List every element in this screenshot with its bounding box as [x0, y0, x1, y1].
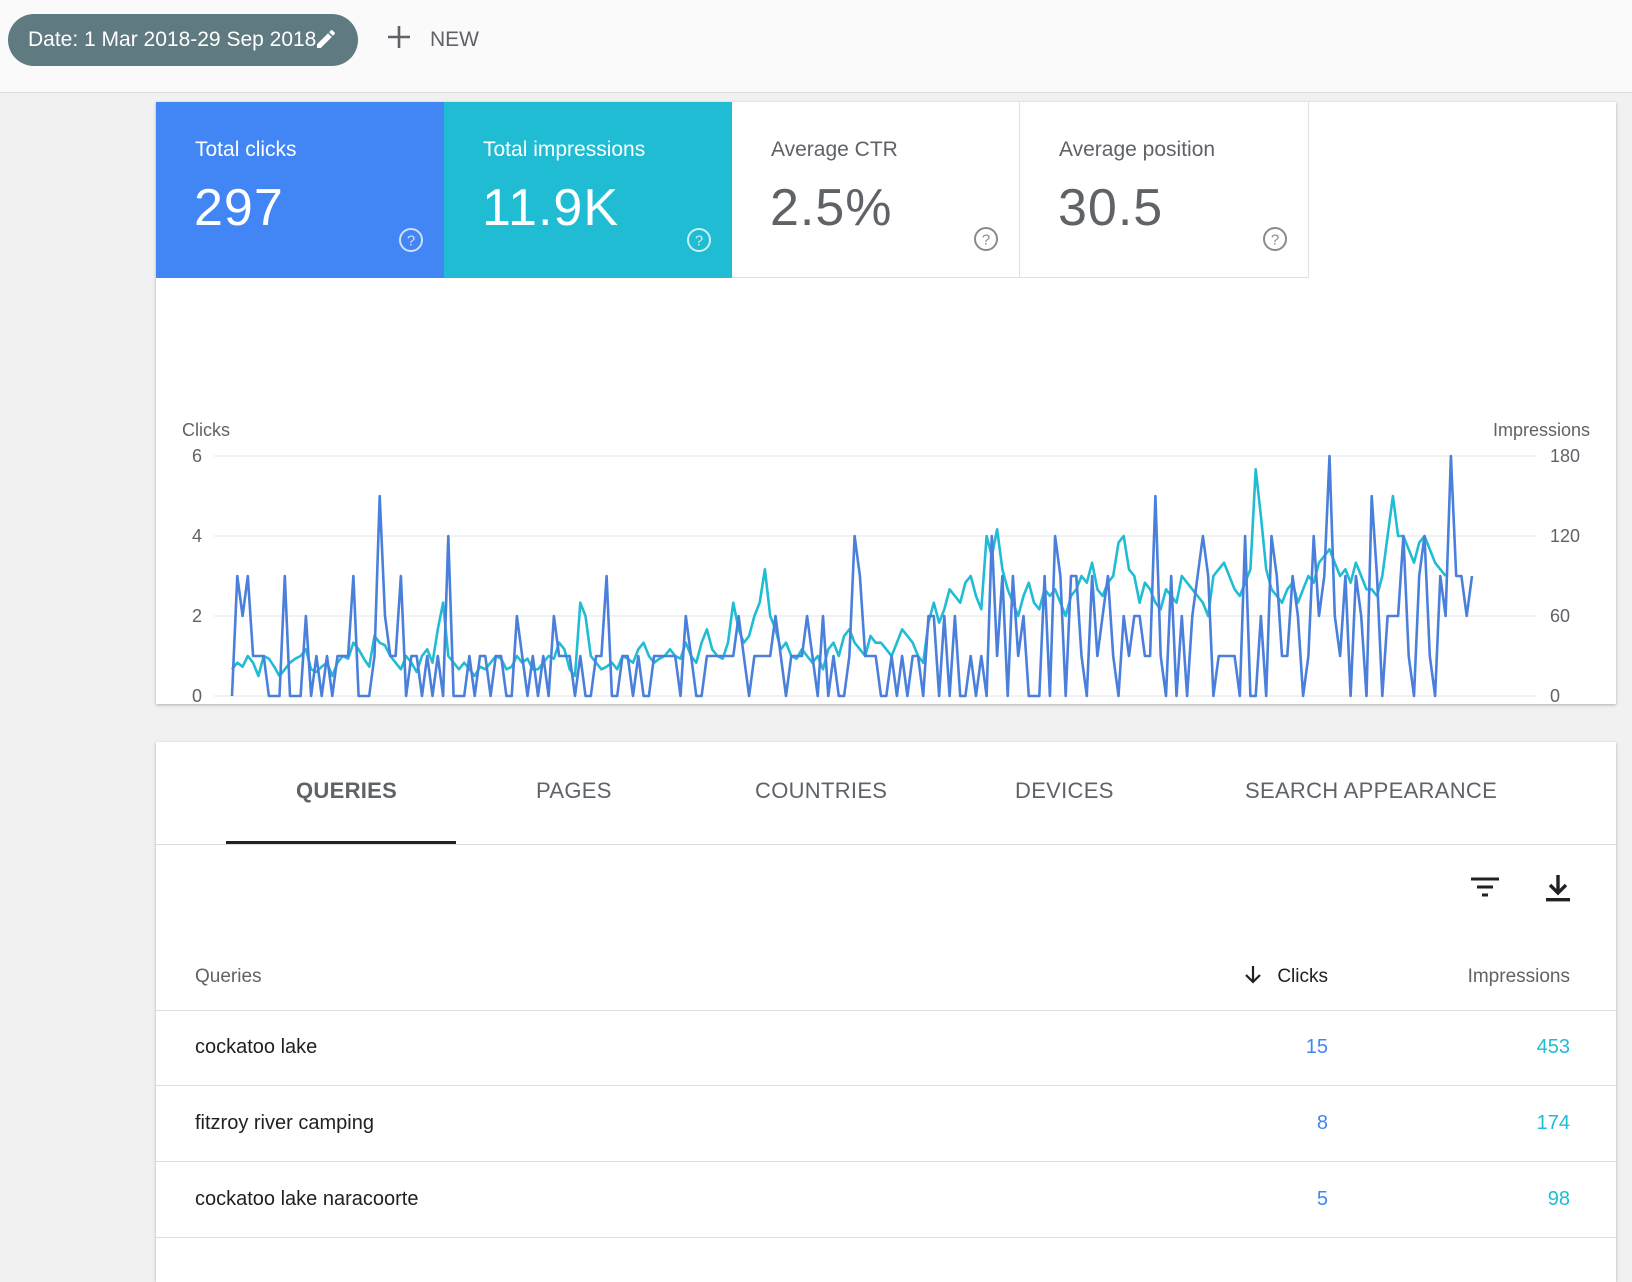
query-cell: fitzroy river camping	[195, 1112, 374, 1134]
dimension-tabs: QUERIES PAGES COUNTRIES DEVICES SEARCH A…	[156, 742, 1616, 845]
active-tab-indicator	[226, 841, 456, 844]
metric-card-average-position[interactable]: Average position 30.5 ?	[1020, 102, 1309, 278]
table-row[interactable]: cockatoo lake naracoorte 5 98	[156, 1162, 1616, 1238]
query-cell: cockatoo lake naracoorte	[195, 1188, 419, 1210]
metric-label: Average CTR	[771, 138, 898, 161]
new-filter-button[interactable]: NEW	[386, 20, 479, 60]
y-right-tick-label: 60	[1550, 606, 1570, 626]
metric-card-total-impressions[interactable]: Total impressions 11.9K ?	[444, 102, 732, 278]
tab-pages[interactable]: PAGES	[536, 778, 612, 803]
query-cell: cockatoo lake	[195, 1036, 318, 1058]
metric-value: 30.5	[1058, 179, 1164, 237]
series-line-clicks	[230, 454, 1474, 698]
clicks-cell: 8	[1316, 1112, 1328, 1134]
clicks-cell: 15	[1305, 1036, 1328, 1058]
help-icon[interactable]: ?	[686, 227, 712, 258]
metric-label: Total impressions	[483, 138, 646, 161]
y-left-tick-label: 4	[192, 526, 202, 546]
tab-search-appearance[interactable]: SEARCH APPEARANCE	[1245, 778, 1498, 803]
impressions-cell: 453	[1536, 1036, 1570, 1058]
chart-svg: Clicks Impressions 002604120618001/03/20…	[182, 420, 1590, 766]
y-axis-left-label: Clicks	[182, 420, 230, 440]
download-icon[interactable]	[1542, 872, 1574, 911]
y-axis-right-label: Impressions	[1493, 420, 1590, 440]
edit-icon[interactable]	[314, 27, 338, 57]
plus-icon	[386, 24, 412, 56]
table-row[interactable]: fitzroy river camping 8 174	[156, 1086, 1616, 1162]
date-filter-chip[interactable]: Date: 1 Mar 2018-29 Sep 2018	[8, 14, 358, 66]
filter-bar: Date: 1 Mar 2018-29 Sep 2018 NEW	[0, 0, 1632, 93]
svg-text:?: ?	[695, 233, 703, 250]
impressions-cell: 174	[1536, 1112, 1570, 1134]
metric-value: 11.9K	[482, 179, 620, 237]
svg-text:?: ?	[1271, 232, 1279, 249]
y-left-tick-label: 2	[192, 606, 202, 626]
sort-arrow-down-icon[interactable]	[1242, 964, 1264, 991]
y-left-tick-label: 6	[192, 446, 202, 466]
tab-devices[interactable]: DEVICES	[1015, 778, 1114, 803]
column-header-queries[interactable]: Queries	[195, 966, 262, 987]
table-header: Queries Clicks Impressions	[156, 932, 1616, 1011]
tab-queries[interactable]: QUERIES	[296, 778, 398, 803]
svg-text:?: ?	[982, 232, 990, 249]
date-filter-label: Date: 1 Mar 2018-29 Sep 2018	[28, 28, 317, 51]
y-right-tick-label: 120	[1550, 526, 1580, 546]
performance-chart[interactable]: Clicks Impressions 002604120618001/03/20…	[156, 278, 1616, 766]
report-table-panel: QUERIES PAGES COUNTRIES DEVICES SEARCH A…	[156, 742, 1616, 1282]
impressions-cell: 98	[1547, 1188, 1570, 1210]
column-header-clicks[interactable]: Clicks	[1277, 966, 1328, 987]
y-left-tick-label: 0	[192, 686, 202, 704]
metric-label: Average position	[1059, 138, 1216, 161]
metric-value: 2.5%	[770, 179, 893, 237]
column-header-impressions[interactable]: Impressions	[1467, 966, 1570, 987]
metric-value: 297	[194, 179, 284, 237]
filter-icon[interactable]	[1468, 872, 1502, 907]
performance-panel: Total clicks 297 ? Total impressions 11.…	[156, 102, 1616, 766]
metric-card-total-clicks[interactable]: Total clicks 297 ?	[156, 102, 444, 278]
svg-text:?: ?	[407, 233, 415, 250]
metric-label: Total clicks	[195, 138, 297, 161]
metric-card-average-ctr[interactable]: Average CTR 2.5% ?	[732, 102, 1020, 278]
help-icon[interactable]: ?	[1262, 226, 1288, 257]
new-filter-label: NEW	[430, 28, 479, 51]
help-icon[interactable]: ?	[398, 227, 424, 258]
tab-countries[interactable]: COUNTRIES	[755, 778, 888, 803]
y-right-tick-label: 180	[1550, 446, 1580, 466]
y-right-tick-label: 0	[1550, 686, 1560, 704]
clicks-cell: 5	[1316, 1188, 1328, 1210]
table-row[interactable]: cockatoo lake 15 453	[156, 1010, 1616, 1086]
help-icon[interactable]: ?	[973, 226, 999, 257]
